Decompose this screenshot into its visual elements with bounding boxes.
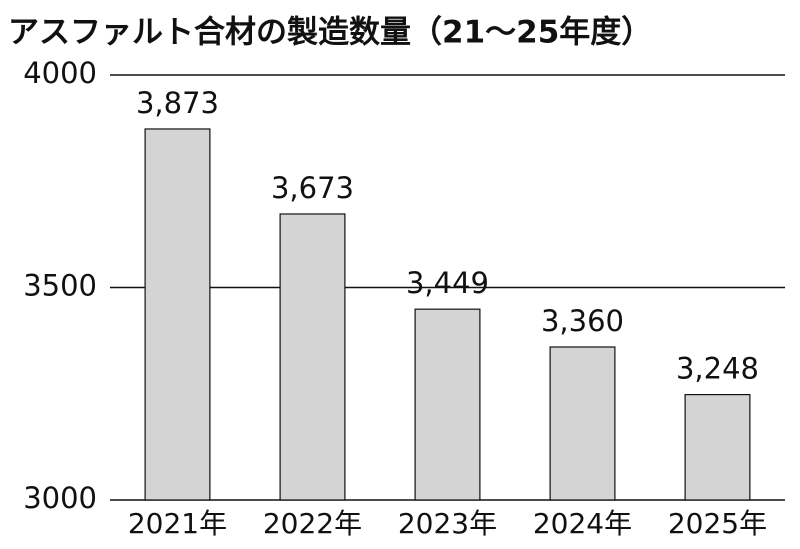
x-tick-label: 2022年 (263, 507, 362, 540)
x-tick-label: 2025年 (668, 507, 767, 540)
y-tick-label: 3000 (23, 481, 97, 515)
bar (414, 308, 481, 501)
chart-title: アスファルト合材の製造数量（21～25年度） (8, 15, 652, 51)
value-label: 3,673 (271, 171, 354, 205)
y-tick-label: 3500 (23, 269, 97, 303)
value-label: 3,360 (541, 304, 624, 338)
value-label: 3,449 (406, 266, 489, 300)
bar (684, 394, 751, 501)
x-tick-label: 2021年 (128, 507, 227, 540)
y-tick-label: 4000 (23, 56, 97, 90)
x-tick-label: 2023年 (398, 507, 497, 540)
bar (549, 346, 616, 501)
x-tick-label: 2024年 (533, 507, 632, 540)
bar (144, 128, 211, 501)
bar (279, 213, 346, 501)
value-label: 3,248 (676, 352, 759, 386)
value-label: 3,873 (136, 86, 219, 120)
